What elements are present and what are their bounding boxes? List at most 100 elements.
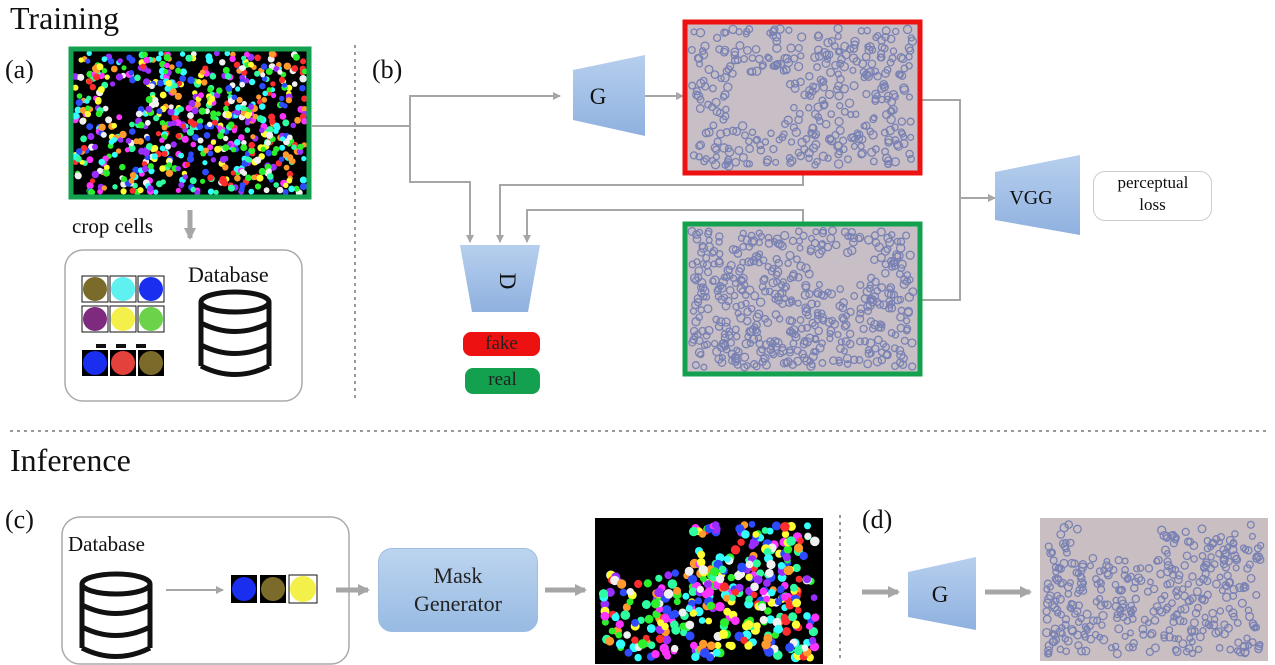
cell <box>827 110 836 118</box>
cell <box>788 297 796 306</box>
cell <box>897 117 907 126</box>
cell <box>897 71 907 80</box>
cell <box>873 335 883 345</box>
cell <box>786 536 796 546</box>
cell <box>1123 616 1132 625</box>
cell <box>742 45 752 55</box>
cell <box>905 149 914 159</box>
cell <box>180 123 187 129</box>
cell <box>1191 608 1201 618</box>
cell <box>92 144 98 150</box>
cell <box>763 579 771 587</box>
cell <box>179 75 187 82</box>
cell <box>864 307 873 315</box>
cell <box>261 63 268 70</box>
cell <box>179 68 187 76</box>
cell <box>248 78 256 86</box>
cell <box>1061 615 1071 624</box>
cell <box>281 82 288 88</box>
cell <box>263 187 270 194</box>
cell <box>1184 596 1195 606</box>
cell <box>814 31 823 40</box>
cell <box>728 244 738 255</box>
cell <box>605 636 615 646</box>
cell <box>836 285 845 293</box>
cell <box>266 126 274 134</box>
real-image-border <box>682 221 923 377</box>
cell <box>805 85 815 95</box>
cell <box>1136 564 1145 572</box>
cell <box>145 143 154 151</box>
cell <box>886 300 894 309</box>
cell <box>283 164 290 171</box>
cell <box>898 54 908 64</box>
cell <box>207 121 213 128</box>
cell <box>1044 641 1054 651</box>
cell <box>98 158 106 166</box>
cell <box>175 165 181 172</box>
cell <box>169 64 175 70</box>
cell <box>830 319 840 329</box>
cell <box>1092 597 1101 606</box>
cell <box>1182 551 1192 561</box>
cell <box>727 349 737 358</box>
cell <box>723 594 731 602</box>
cell <box>785 642 795 652</box>
cell <box>691 317 701 327</box>
cell <box>722 273 731 282</box>
cell <box>262 90 269 97</box>
generator-d <box>908 557 976 630</box>
cell <box>908 287 918 297</box>
cell <box>266 173 274 180</box>
cell <box>834 32 842 41</box>
cell <box>876 53 885 62</box>
cell <box>89 83 97 91</box>
cell <box>1190 555 1198 563</box>
perceptual-loss-box: perceptual loss <box>1093 171 1212 221</box>
cell <box>856 280 865 290</box>
cell <box>1114 556 1123 565</box>
cell <box>734 309 742 317</box>
cell <box>699 260 707 268</box>
cell <box>175 60 183 68</box>
cell <box>1127 572 1135 581</box>
cell <box>190 120 198 128</box>
cell <box>1052 605 1062 615</box>
cell <box>724 296 733 306</box>
mask-a-cells <box>71 50 308 197</box>
cell <box>199 69 206 75</box>
cell <box>1226 645 1235 654</box>
cell <box>265 149 273 157</box>
cell <box>862 286 873 297</box>
cell <box>806 244 816 254</box>
cell <box>277 69 283 75</box>
cell <box>780 522 790 532</box>
cell <box>889 290 898 299</box>
cell <box>742 30 750 38</box>
cell <box>826 233 836 243</box>
cell <box>1171 635 1179 643</box>
cell <box>861 337 870 346</box>
cell <box>730 47 740 57</box>
cell <box>775 24 785 34</box>
cell <box>240 105 247 112</box>
cell <box>1152 602 1162 611</box>
cell <box>760 274 769 283</box>
cell <box>89 178 96 184</box>
cell <box>870 292 880 301</box>
cell <box>1103 600 1112 610</box>
cell <box>292 53 300 61</box>
cell <box>261 76 268 82</box>
cell <box>631 619 639 627</box>
cell <box>248 104 254 110</box>
cell <box>834 48 843 56</box>
perceptual-loss-label: perceptual loss <box>1117 173 1189 214</box>
cell <box>740 636 748 644</box>
cell <box>900 64 909 73</box>
cell <box>1056 645 1065 654</box>
cell <box>1212 579 1221 589</box>
cell <box>870 255 879 265</box>
generator-b-label: G <box>590 84 607 109</box>
cell <box>1219 560 1229 569</box>
cell <box>702 155 710 163</box>
